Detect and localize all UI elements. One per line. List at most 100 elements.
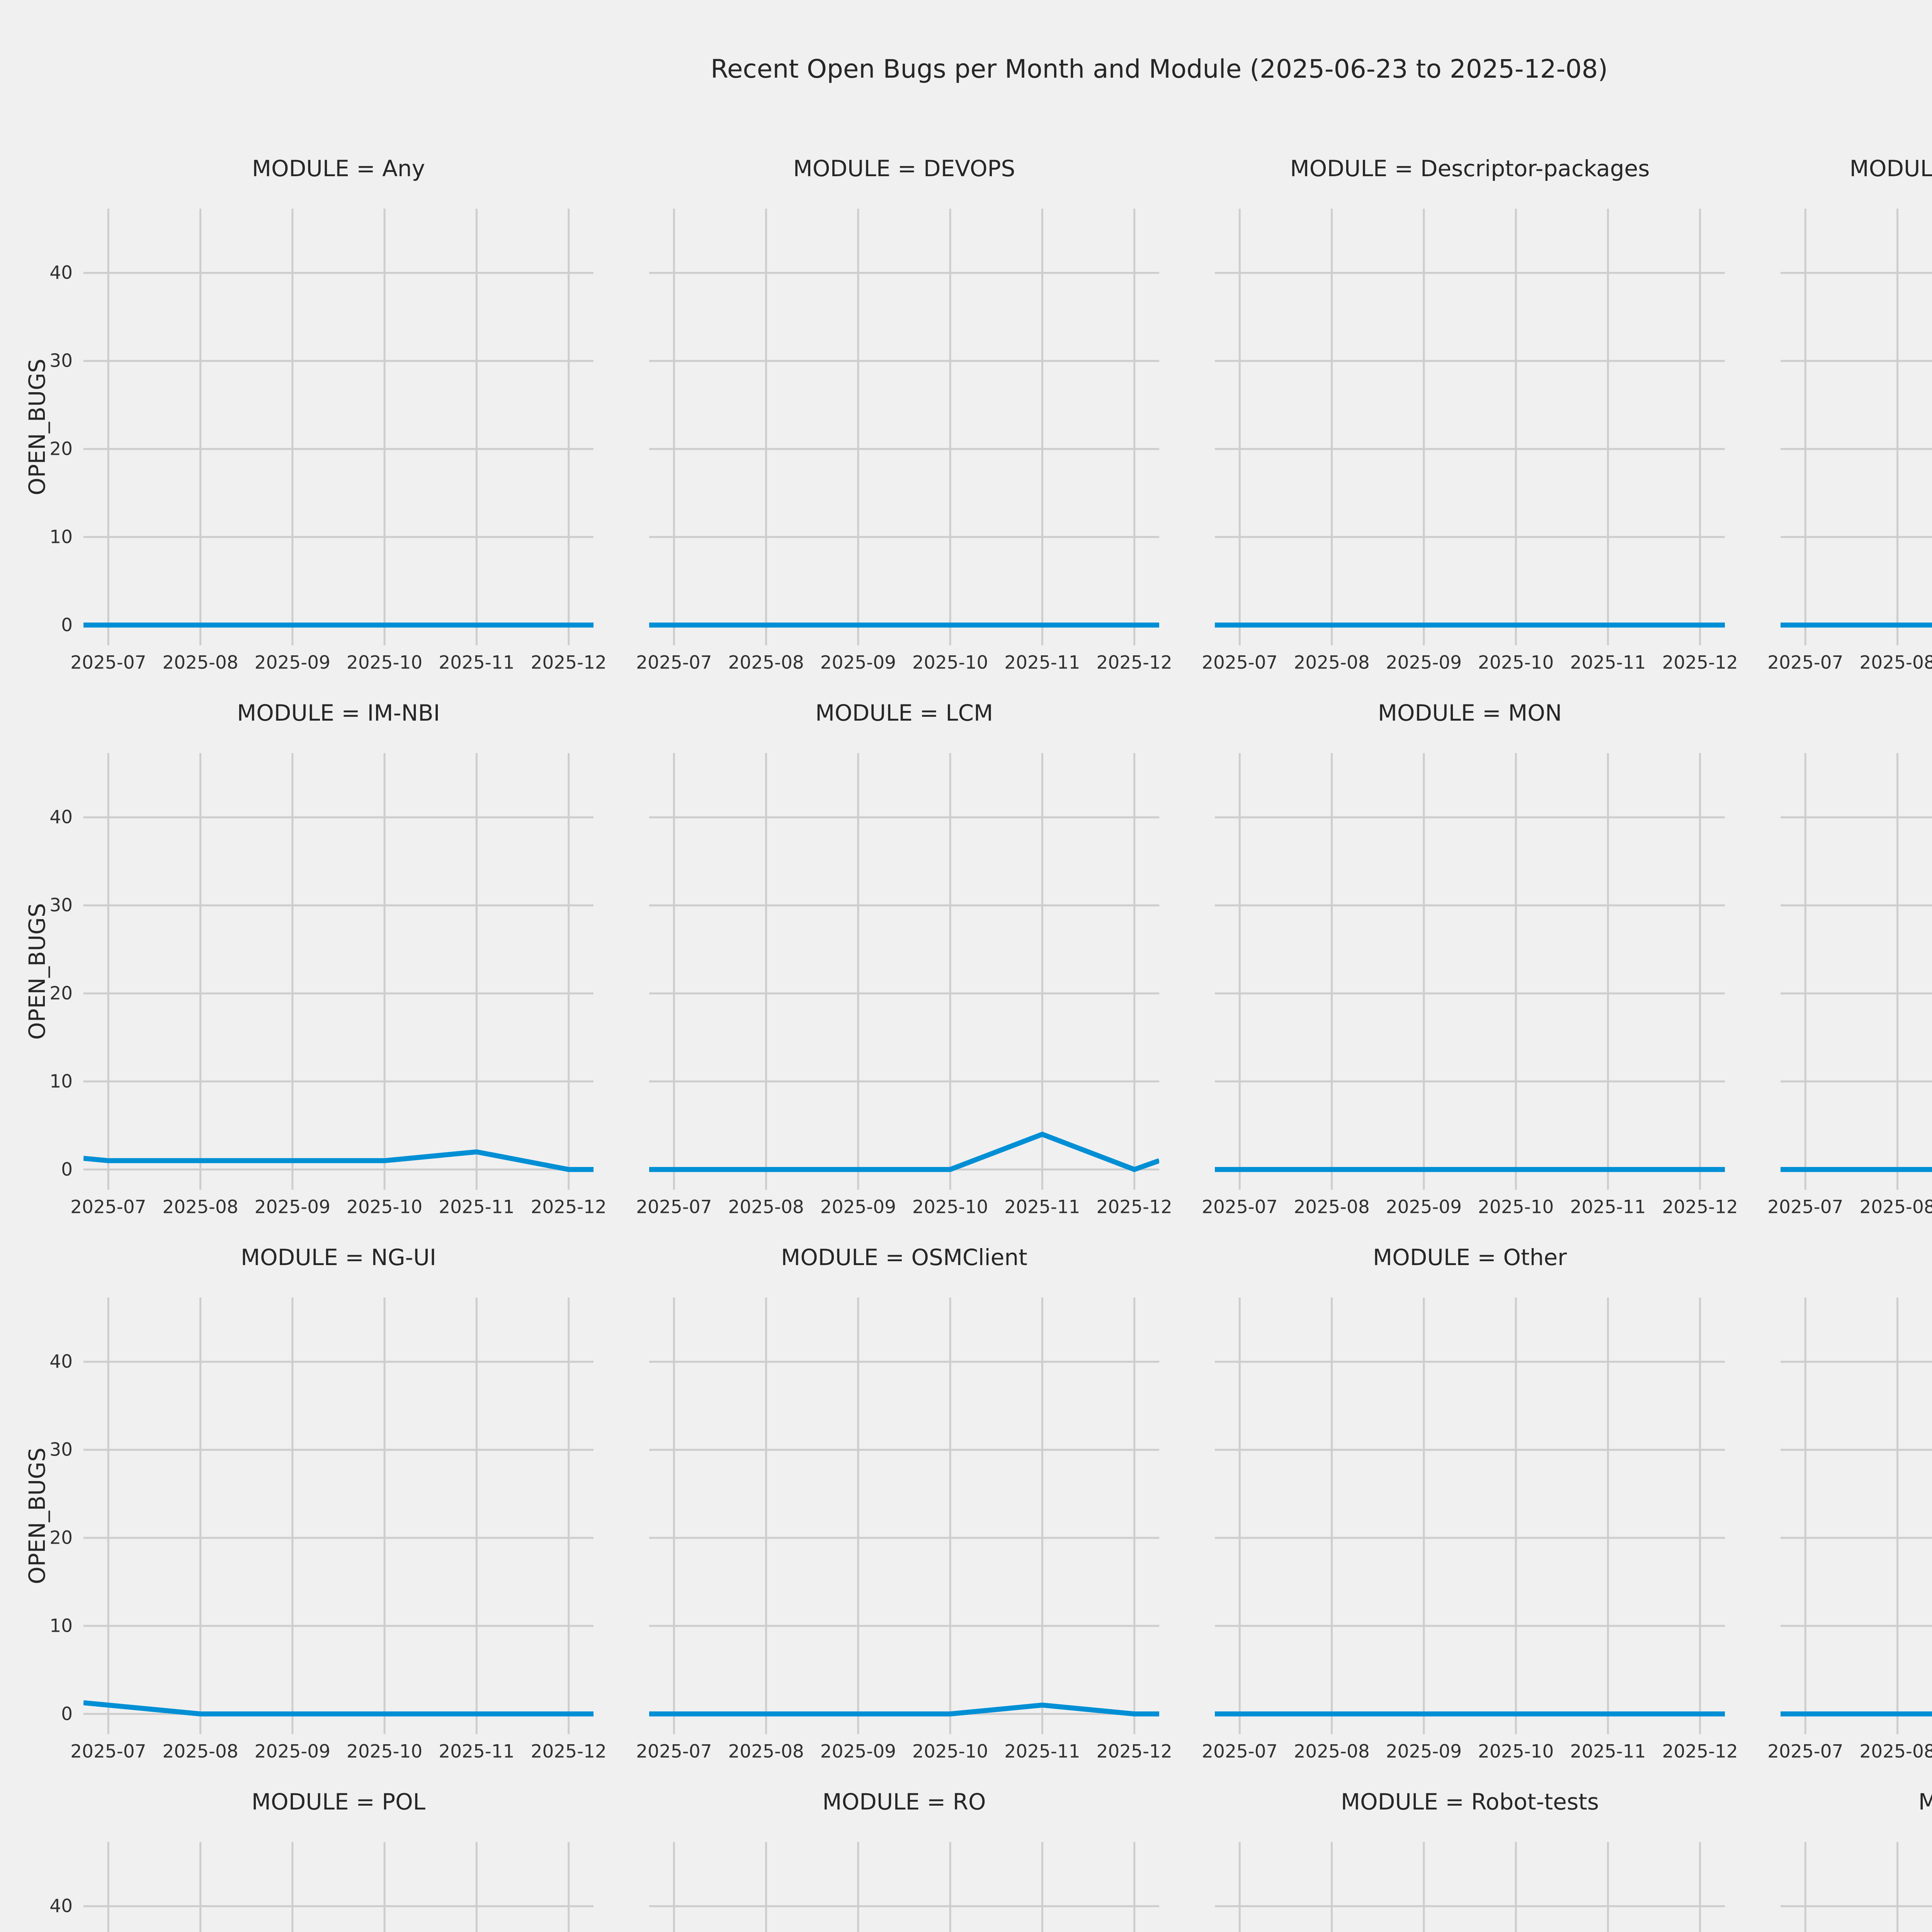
x-tick-label: 2025-08 (1294, 1741, 1370, 1762)
x-tick-label: 2025-10 (912, 1196, 988, 1218)
y-tick-label: 10 (49, 526, 73, 548)
x-tick-label: 2025-11 (1004, 1196, 1080, 1218)
x-tick-label: 2025-12 (1096, 1196, 1172, 1218)
facet-title: MODULE = DEVOPS (793, 155, 1015, 182)
facet-plot (649, 1298, 1159, 1734)
y-tick-label: 20 (49, 1527, 73, 1549)
x-tick-label: 2025-07 (1767, 1741, 1844, 1762)
x-tick-label: 2025-07 (1202, 652, 1278, 673)
x-tick-label: 2025-07 (636, 652, 712, 673)
x-tick-label: 2025-08 (1859, 652, 1932, 673)
x-tick-label: 2025-11 (1004, 652, 1080, 673)
x-tick-label: 2025-08 (1294, 652, 1370, 673)
y-axis-label: OPEN_BUGS (24, 903, 50, 1040)
x-tick-label: 2025-08 (728, 652, 804, 673)
facet-plot (1215, 1298, 1725, 1734)
x-tick-label: 2025-07 (70, 652, 146, 673)
facet-plot (649, 1842, 1159, 1932)
x-tick-label: 2025-12 (531, 1741, 607, 1762)
x-tick-label: 2025-12 (1662, 1741, 1738, 1762)
y-tick-label: 30 (49, 350, 73, 372)
x-tick-label: 2025-07 (1202, 1741, 1278, 1762)
facet-title: MODULE = IM-NBI (237, 700, 440, 726)
x-tick-label: 2025-07 (636, 1741, 712, 1762)
x-tick-label: 2025-09 (254, 652, 331, 673)
x-tick-label: 2025-09 (1386, 652, 1462, 673)
y-tick-label: 40 (49, 1351, 73, 1372)
y-tick-label: 10 (49, 1615, 73, 1637)
facet-plot (1215, 753, 1725, 1190)
y-tick-label: 0 (61, 1703, 73, 1725)
facet-plot (1781, 209, 1932, 645)
x-tick-label: 2025-09 (1386, 1741, 1462, 1762)
x-tick-label: 2025-09 (820, 652, 896, 673)
facet-title: MODULE = POL (251, 1789, 426, 1815)
x-tick-label: 2025-07 (1767, 652, 1844, 673)
facet-title: MODULE = RO (822, 1789, 986, 1815)
y-axis-label: OPEN_BUGS (24, 1447, 50, 1584)
facet-plot (83, 753, 594, 1190)
facet-plot (649, 753, 1159, 1190)
x-tick-label: 2025-11 (439, 1196, 515, 1218)
y-tick-label: 0 (61, 614, 73, 636)
x-tick-label: 2025-08 (728, 1196, 804, 1218)
x-tick-label: 2025-12 (1096, 1741, 1172, 1762)
x-tick-label: 2025-07 (70, 1741, 146, 1762)
x-tick-label: 2025-07 (1767, 1196, 1844, 1218)
y-tick-label: 30 (49, 895, 73, 916)
facet-title: MODULE = MON (1378, 700, 1562, 726)
y-tick-label: 20 (49, 438, 73, 460)
facet-plot (83, 1842, 594, 1932)
x-tick-label: 2025-11 (439, 652, 515, 673)
facet-title: MODULE = Robot-tests (1341, 1789, 1599, 1815)
facet-title: MODULE = Unknown (1918, 1789, 1932, 1815)
x-tick-label: 2025-08 (162, 652, 238, 673)
facet-title: MODULE = Any (252, 155, 425, 182)
x-tick-label: 2025-09 (254, 1741, 331, 1762)
x-tick-label: 2025-11 (439, 1741, 515, 1762)
facet-plot (1215, 1842, 1725, 1932)
x-tick-label: 2025-09 (820, 1196, 896, 1218)
facet-plot (1781, 1298, 1932, 1734)
x-tick-label: 2025-09 (1386, 1196, 1462, 1218)
x-tick-label: 2025-10 (1478, 1741, 1554, 1762)
x-tick-label: 2025-08 (1859, 1196, 1932, 1218)
x-tick-label: 2025-12 (1662, 1196, 1738, 1218)
y-tick-label: 30 (49, 1439, 73, 1461)
x-tick-label: 2025-12 (1662, 652, 1738, 673)
x-tick-label: 2025-10 (346, 1741, 423, 1762)
x-tick-label: 2025-08 (1294, 1196, 1370, 1218)
x-tick-label: 2025-07 (70, 1196, 146, 1218)
x-tick-label: 2025-10 (346, 652, 423, 673)
x-tick-label: 2025-08 (728, 1741, 804, 1762)
x-tick-label: 2025-12 (531, 652, 607, 673)
facet-plot (649, 209, 1159, 645)
facet-title: MODULE = Documentation / Wiki (1849, 155, 1932, 182)
facet-title: MODULE = LCM (815, 700, 993, 726)
chart-title: Recent Open Bugs per Month and Module (2… (710, 54, 1608, 84)
y-tick-label: 20 (49, 983, 73, 1004)
x-tick-label: 2025-08 (1859, 1741, 1932, 1762)
series-line (83, 1149, 594, 1172)
series-line (83, 1700, 594, 1717)
y-tick-label: 40 (49, 1895, 73, 1917)
series-line (649, 1702, 1159, 1717)
x-tick-label: 2025-11 (1570, 1196, 1646, 1218)
x-tick-label: 2025-10 (1478, 1196, 1554, 1218)
x-tick-label: 2025-08 (162, 1741, 238, 1762)
facet-title: MODULE = Other (1373, 1244, 1567, 1270)
facet-plot (1781, 753, 1932, 1190)
x-tick-label: 2025-12 (1096, 652, 1172, 673)
y-tick-label: 40 (49, 262, 73, 284)
x-tick-label: 2025-12 (531, 1196, 607, 1218)
x-tick-label: 2025-08 (162, 1196, 238, 1218)
y-axis-label: OPEN_BUGS (24, 359, 50, 495)
facet-title: MODULE = OSMClient (781, 1244, 1027, 1270)
x-tick-label: 2025-11 (1570, 652, 1646, 673)
facet-title: MODULE = NG-UI (240, 1244, 437, 1270)
x-tick-label: 2025-07 (1202, 1196, 1278, 1218)
y-tick-label: 40 (49, 806, 73, 828)
facet-title: MODULE = Descriptor-packages (1290, 155, 1650, 182)
facet-plot (83, 1298, 594, 1734)
